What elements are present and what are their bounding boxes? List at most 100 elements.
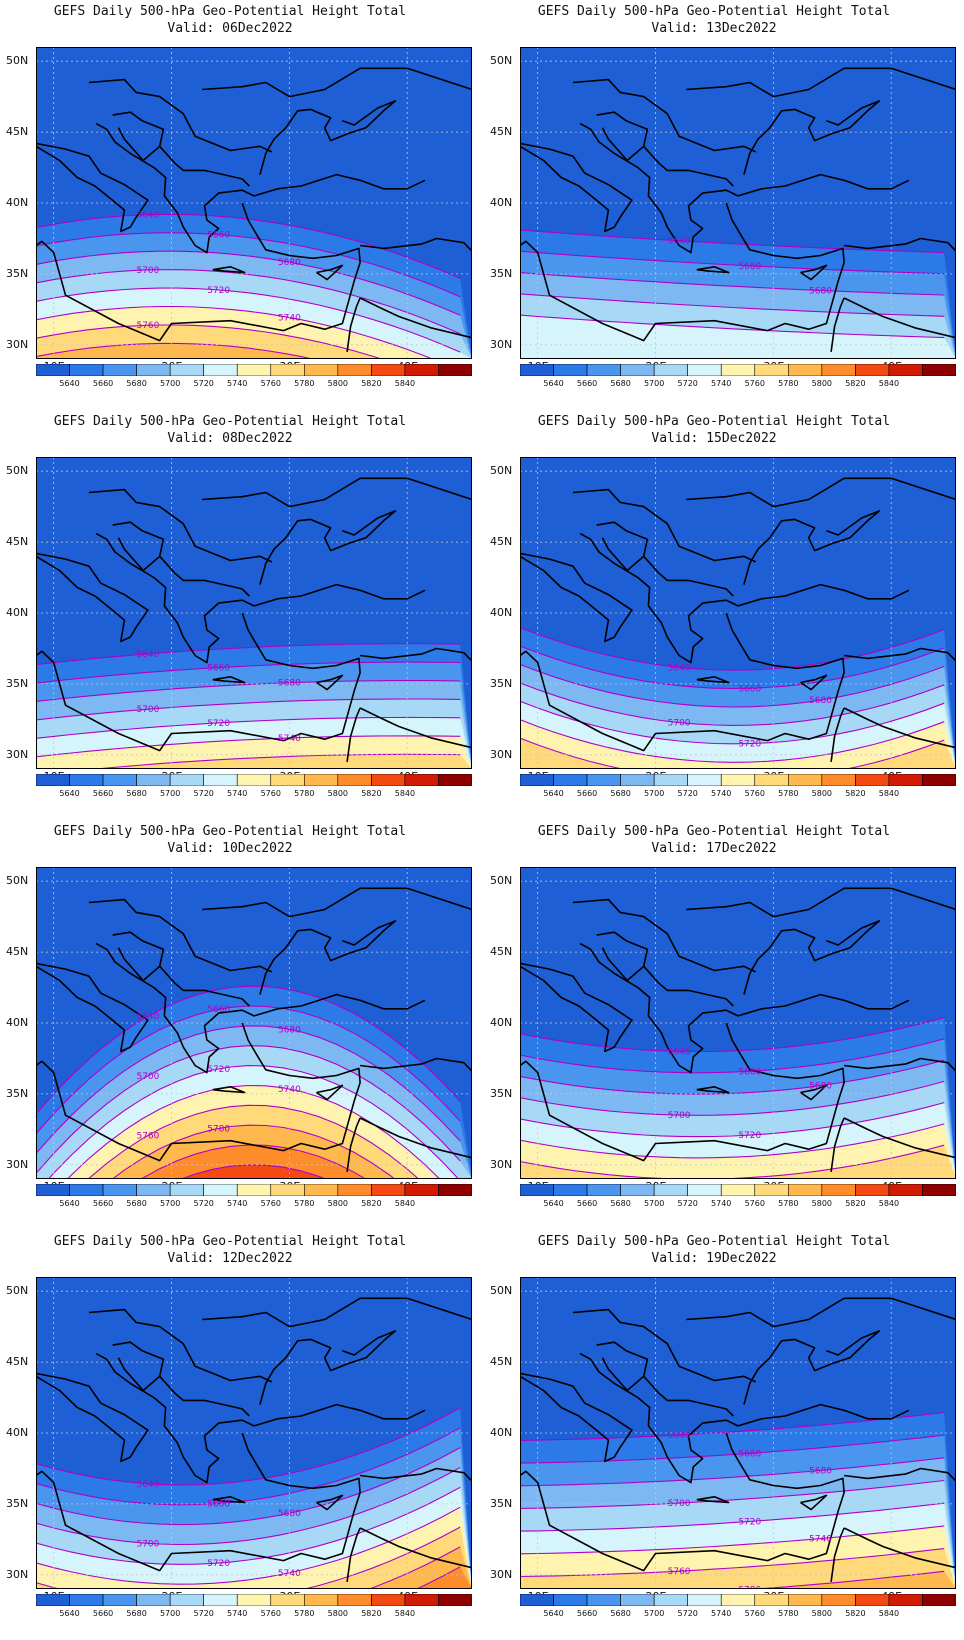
coastline [596,111,649,162]
height-band [520,1548,956,1589]
height-map: 5640 5660 5680 5700 5720 5740 [36,457,472,769]
coastline [212,1086,246,1094]
coastline [520,1432,845,1572]
colorbar-label: 5840 [394,789,416,798]
contour-label: 5660 [207,1499,230,1509]
colorbar-swatch [620,364,655,376]
contour-line [36,287,461,353]
contour-label: 5660 [207,1005,230,1015]
coastline [520,1372,633,1463]
contour-label: 5640 [136,1480,159,1490]
colorbar-swatch [620,1184,655,1196]
panel-title: GEFS Daily 500-hPa Geo-Potential Height … [537,414,891,429]
contour-line [36,269,461,335]
coastline [520,202,845,342]
colorbar-swatch [788,774,823,786]
latitude-label: 45N [6,1355,29,1369]
height-map: 5640 5660 5680 5700 5720 5740 5760 [36,47,472,359]
coastline [596,521,649,572]
colorbar-swatch [687,774,722,786]
colorbar-swatch [788,1594,823,1606]
contour-label: 5680 [278,258,301,268]
contour-line [520,1525,945,1555]
colorbar [36,364,472,376]
colorbar-label: 5700 [643,1199,665,1208]
colorbar-label: 5700 [159,789,181,798]
contour-line [36,661,461,684]
height-band [520,719,956,769]
colorbar-swatch [337,1594,372,1606]
contour-line [36,680,461,702]
colorbar-swatch [922,774,956,786]
colorbar-swatch [754,1594,789,1606]
colorbar-swatch [855,774,890,786]
map-panel: GEFS Daily 500-hPa Geo-Potential Height … [0,410,472,804]
coastline [686,67,956,98]
coastline [844,1467,956,1482]
contour-line [36,1467,461,1546]
contour-line [179,1164,328,1179]
coastline [88,488,273,563]
coastline [800,1494,828,1511]
contour-label: 5720 [207,1065,230,1075]
colorbar-label: 5740 [227,379,248,388]
colorbar-label: 5760 [744,789,765,798]
colorbar-label: 5840 [878,379,900,388]
latitude-label: 40N [6,196,29,209]
latitude-label: 50N [6,54,29,68]
colorbar-swatch [586,364,621,376]
contour-line [36,643,461,666]
colorbar [36,1184,472,1196]
colorbar-swatch [36,364,70,376]
panel-title: GEFS Daily 500-hPa Geo-Potential Height … [53,4,407,19]
contour-line [36,250,461,316]
coastline [843,1117,956,1159]
coastline [572,488,757,563]
contour-line [36,1486,461,1565]
contour-line [520,1479,945,1510]
coastline [843,297,956,339]
colorbar-label: 5640 [543,1199,564,1208]
contour-line [520,1411,945,1441]
colorbar [520,1594,956,1606]
contour-line [36,1025,461,1154]
latitude-label: 50N [6,1284,29,1298]
latitude-label: 35N [6,676,29,690]
latitude-label: 35N [6,266,29,280]
contour-label: 5760 [668,1567,691,1577]
colorbar-label: 5660 [576,1609,598,1618]
colorbar-swatch [620,1594,655,1606]
contour-label: 5760 [136,321,159,331]
contour-label: 5640 [136,211,159,221]
colorbar-label: 5680 [610,789,631,798]
contour-label: 5660 [207,231,230,241]
coastline [212,266,246,274]
coastline [36,202,361,342]
colorbar-swatch [69,774,104,786]
colorbar-swatch [922,1594,956,1606]
colorbar-label: 5760 [744,1609,765,1618]
colorbar-swatch [169,1184,204,1196]
contour-line [36,342,315,359]
coastline [844,237,956,252]
contour-label: 5660 [738,1067,761,1077]
contour-label: 5680 [278,679,301,689]
colorbar-swatch [553,1594,588,1606]
contour-label: 5740 [278,1569,301,1579]
coastline [520,1022,845,1162]
coastline [112,111,165,162]
coastline [800,1084,828,1101]
colorbar-label: 5840 [878,789,900,798]
map-panel: GEFS Daily 500-hPa Geo-Potential Height … [484,820,956,1214]
contour-line [520,272,945,296]
colorbar-label: 5720 [193,1609,214,1618]
contour-label: 5740 [278,734,301,744]
colorbar-swatch [169,774,204,786]
coastline [36,142,149,233]
colorbar-label: 5640 [543,1609,564,1618]
map-panel: GEFS Daily 500-hPa Geo-Potential Height … [484,410,956,804]
coastline [112,931,165,982]
colorbar-swatch [653,774,688,786]
latitude-label: 45N [490,535,513,549]
contour-line [36,1427,461,1506]
